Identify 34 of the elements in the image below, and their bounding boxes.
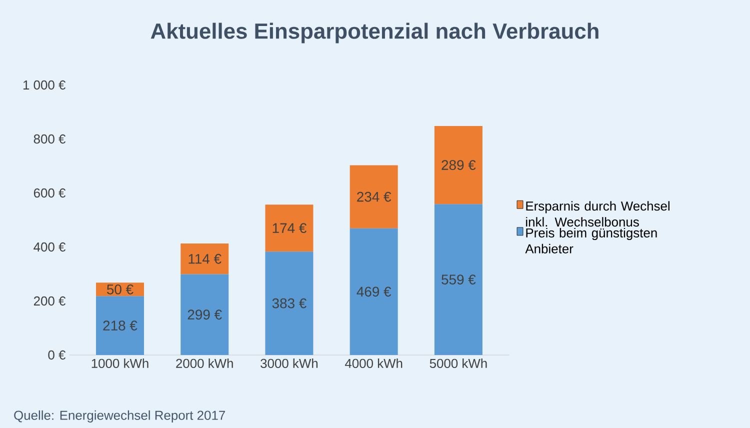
data-label: 299 €: [188, 310, 222, 320]
chart-title: Aktuelles Einsparpotenzial nach Verbrauch: [150, 22, 598, 44]
source-note: Quelle: Energiewechsel Report 2017: [14, 410, 225, 422]
x-tick-label: 4000 kWh: [344, 358, 402, 368]
data-label: 289 €: [442, 160, 476, 170]
bar: [434, 126, 482, 204]
data-label: 559 €: [442, 274, 476, 284]
y-tick-label: 400 €: [34, 242, 66, 252]
bar: [434, 204, 482, 355]
bar: [180, 274, 229, 355]
bar: [350, 165, 398, 228]
y-tick-label: 1 000 €: [23, 80, 66, 90]
bar: [96, 296, 144, 355]
legend-label: Ersparnis durch Wechsel inkl. Wechselbonus: [526, 201, 670, 227]
data-label: 383 €: [272, 298, 306, 308]
bar: [180, 243, 229, 274]
data-label: 174 €: [272, 223, 306, 234]
y-tick-label: 800 €: [34, 134, 66, 144]
data-label: 234 €: [357, 192, 392, 202]
bar: [265, 252, 314, 355]
x-tick-label: 2000 kWh: [176, 358, 233, 368]
data-label: 50 €: [106, 284, 134, 294]
x-tick-label: 3000 kWh: [260, 358, 318, 368]
data-label: 218 €: [103, 320, 138, 331]
data-label: 114 €: [188, 254, 222, 264]
y-tick-label: 600 €: [34, 188, 66, 198]
bar: [265, 204, 314, 252]
y-tick-label: 0 €: [48, 350, 66, 360]
x-tick-label: 5000 kWh: [430, 358, 487, 368]
y-tick-label: 200 €: [34, 296, 66, 306]
bar: [350, 228, 398, 355]
data-label: 469 €: [356, 286, 392, 297]
x-tick-label: 1000 kWh: [92, 358, 148, 368]
legend-label: Preis beim günstigsten Anbieter: [525, 228, 657, 254]
